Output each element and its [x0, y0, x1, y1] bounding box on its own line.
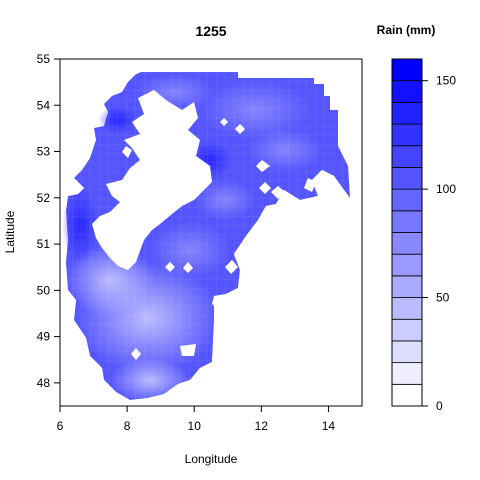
legend-swatch	[391, 167, 423, 190]
legend-swatch	[391, 318, 423, 342]
legend-swatch	[391, 383, 423, 407]
legend-swatch	[391, 253, 423, 277]
y-tick-label: 49	[37, 330, 51, 344]
plot-frame	[59, 58, 363, 407]
y-tick-label: 53	[37, 145, 51, 159]
y-axis-label: Latitude	[3, 210, 17, 253]
no-data-hole-8	[235, 124, 245, 134]
y-tick-label: 55	[37, 52, 51, 66]
no-data-gap-west	[60, 150, 84, 210]
color-legend: 0 50 100 150	[391, 58, 456, 413]
legend-tick-label: 50	[436, 291, 450, 305]
no-data-hole-6	[259, 182, 271, 194]
x-tick-label: 10	[188, 419, 202, 433]
no-data-gap-northeast	[238, 60, 360, 150]
y-tick-label: 52	[37, 191, 51, 205]
no-data-hole-3	[225, 260, 238, 274]
y-tick-label: 48	[37, 376, 51, 390]
legend-swatch	[391, 58, 423, 82]
y-axis: 48 49 50 51 52 53 54 55	[37, 52, 60, 390]
legend-swatch	[391, 80, 423, 103]
x-axis: 6 8 10 12 14	[57, 406, 336, 433]
legend-tick-label: 0	[436, 399, 443, 413]
no-data-hole-5	[131, 348, 141, 360]
x-tick-label: 6	[57, 419, 64, 433]
y-tick-label: 54	[37, 98, 51, 112]
legend-swatch	[391, 188, 423, 212]
no-data-gap-southwest	[60, 290, 104, 406]
no-data-hole-4	[180, 344, 196, 356]
legend-swatch	[391, 362, 423, 385]
no-data-hole-1	[165, 262, 175, 272]
legend-swatch	[391, 210, 423, 233]
no-data-hole-11	[304, 178, 316, 192]
no-data-hole-13	[212, 296, 226, 310]
x-tick-label: 14	[322, 419, 336, 433]
chart-title: 1255	[195, 23, 226, 39]
no-data-hole-2	[183, 262, 193, 273]
no-data-gap-east	[104, 170, 360, 406]
no-data-hole-10	[256, 160, 270, 172]
x-tick-label: 12	[255, 419, 269, 433]
legend-swatch	[391, 145, 423, 168]
legend-swatch	[391, 297, 423, 320]
no-data-hole-7	[271, 186, 285, 199]
legend-swatch	[391, 232, 423, 255]
legend-swatch	[391, 275, 423, 298]
legend-frame	[391, 58, 423, 407]
rain-field	[60, 60, 360, 406]
no-data-hole-9	[220, 118, 228, 126]
legend-tick-label: 100	[436, 182, 456, 196]
legend-swatch	[391, 101, 423, 125]
no-data-gap-northwest	[62, 60, 150, 150]
y-tick-label: 51	[37, 237, 51, 251]
legend-swatch	[391, 123, 423, 147]
legend-tick-label: 150	[436, 74, 456, 88]
y-tick-label: 50	[37, 283, 51, 297]
no-data-gap-central	[92, 90, 212, 270]
legend-swatch	[391, 340, 423, 364]
x-tick-label: 8	[124, 419, 131, 433]
legend-title: Rain (mm)	[377, 23, 436, 37]
no-data-hole-12	[122, 146, 132, 158]
x-axis-label: Longitude	[185, 452, 238, 466]
